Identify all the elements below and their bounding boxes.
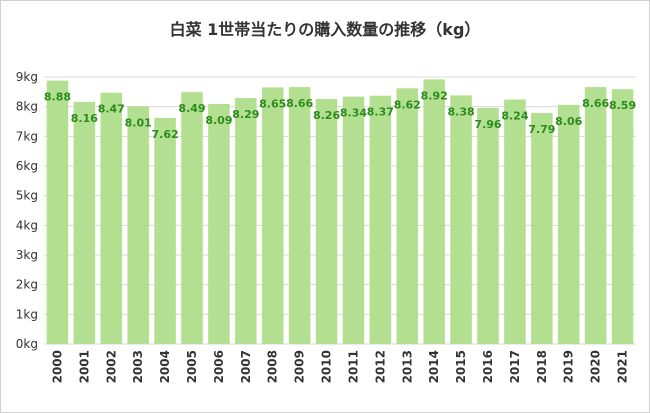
value-label: 7.96 [474,118,501,131]
x-tick-label: 2000 [50,350,64,383]
x-tick-label: 2010 [320,350,334,383]
bar-2006 [208,103,230,344]
y-tick-label: 3kg [16,248,38,262]
bar-2005 [181,92,203,344]
value-label: 8.92 [421,89,448,102]
x-tick-label: 2003 [131,350,145,383]
value-label: 8.06 [555,115,582,128]
value-label: 8.09 [205,114,232,127]
bar-2012 [369,95,392,344]
x-tick-label: 2007 [239,350,253,383]
x-tick-label: 2018 [535,350,549,383]
value-label: 7.79 [528,123,555,136]
y-tick-label: 2kg [16,278,38,292]
x-tick-label: 2014 [427,350,441,383]
x-tick-label: 2015 [454,350,468,383]
value-label: 8.01 [125,116,152,129]
x-tick-labels: 2000 2001 2002 2003 2004 2005 2006 2007 2008 2009… [50,350,629,383]
x-tick-label: 2002 [104,350,118,383]
x-tick-label: 2016 [481,350,495,383]
x-tick-label: 2012 [373,350,387,383]
bar-2021 [611,89,634,344]
value-label: 8.66 [582,97,609,110]
y-tick-label: 0kg [16,337,38,351]
bars [46,79,634,345]
bar-2007 [235,98,257,345]
x-tick-label: 2017 [508,350,522,383]
x-tick-label: 2021 [616,350,630,383]
value-label: 8.65 [259,97,286,110]
y-tick-labels: 0kg 1kg 2kg 3kg 4kg 5kg 6kg 7kg 8kg 9kg [16,70,38,351]
bar-2004 [154,117,176,344]
bar-2008 [261,87,284,344]
chart-title: 白菜 1世帯当たりの購入数量の推移（kg） [169,20,481,39]
y-tick-label: 1kg [16,307,38,321]
bar-2000 [46,80,69,344]
bar-2015 [450,95,472,344]
x-tick-label: 2011 [346,350,360,383]
value-label: 8.49 [178,102,205,115]
x-tick-label: 2009 [293,350,307,383]
y-tick-label: 4kg [16,218,38,232]
value-label: 8.37 [367,106,394,119]
value-label: 8.24 [501,110,528,123]
value-label: 8.29 [232,108,259,121]
value-label: 8.26 [313,109,340,122]
value-label: 8.66 [286,97,313,110]
bar-2001 [73,101,96,344]
x-tick-label: 2001 [77,350,91,383]
bar-2018 [531,112,553,344]
y-tick-label: 8kg [16,100,38,114]
value-label: 8.59 [609,99,636,112]
bar-2013 [396,88,419,344]
x-tick-label: 2008 [266,350,280,383]
y-tick-label: 6kg [16,159,38,173]
x-tick-label: 2005 [185,350,199,383]
value-label: 8.88 [44,91,71,104]
y-tick-label: 7kg [16,129,38,143]
y-tick-label: 5kg [16,189,38,203]
bar-2003 [127,106,149,345]
x-tick-label: 2019 [562,350,576,383]
value-label: 8.62 [394,98,421,111]
value-label: 8.16 [71,112,98,125]
value-label: 8.47 [98,103,125,116]
bar-2011 [342,96,365,344]
value-label: 8.38 [448,105,475,118]
value-label: 7.62 [152,128,179,141]
y-tick-label: 9kg [16,70,38,84]
bar-2017 [504,99,526,345]
bar-2010 [315,98,338,344]
x-tick-label: 2020 [589,350,603,383]
bar-2009 [288,87,311,344]
value-label: 8.34 [340,107,367,120]
x-tick-label: 2006 [212,350,226,383]
bar-2019 [557,104,580,345]
x-tick-label: 2004 [158,350,172,383]
bar-2016 [477,107,499,344]
bar-2020 [584,87,607,344]
bar-2014 [423,79,445,344]
x-tick-label: 2013 [400,350,414,383]
value-labels: 8.888.168.478.017.628.498.09 8.298.65 8.66… [44,89,636,141]
bar-2002 [100,92,123,345]
